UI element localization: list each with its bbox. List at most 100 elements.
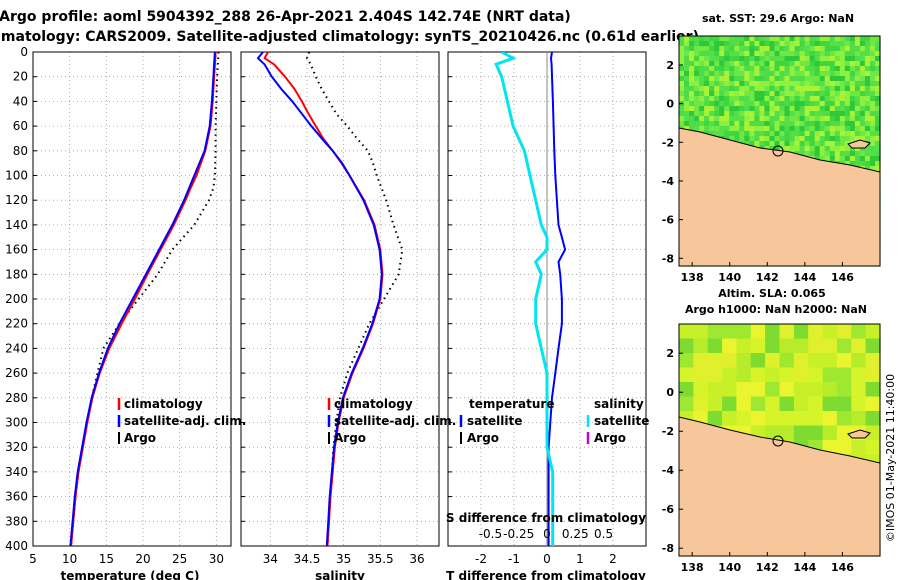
map-cell (764, 101, 770, 107)
map-cell (864, 36, 871, 42)
map-cell (834, 141, 841, 147)
map-cell (793, 411, 809, 427)
map-cell (729, 51, 735, 57)
map-cell (849, 56, 856, 62)
map-cell (704, 81, 710, 87)
map-cell (704, 36, 710, 42)
map-cell (684, 61, 690, 67)
legend-label-climatology: climatology (334, 397, 413, 411)
map-cell (684, 91, 690, 97)
map-cell (779, 382, 795, 398)
map-cell (789, 56, 796, 62)
map-cell (694, 66, 700, 72)
map-cell (769, 136, 776, 142)
map-cell (694, 36, 700, 42)
map-cell (859, 51, 866, 57)
map-cell (814, 126, 821, 132)
map-cell (739, 56, 745, 62)
map-cell (864, 76, 871, 82)
map-cell (793, 324, 809, 340)
map-cell (704, 116, 710, 122)
depth-tick-label: 280 (5, 391, 28, 405)
map-cell (709, 71, 715, 77)
map-cell (774, 81, 781, 87)
map-cell (829, 41, 836, 47)
map-cell (724, 101, 730, 107)
map-cell (729, 106, 735, 112)
map-cell (693, 338, 709, 354)
map-cell (875, 121, 881, 127)
map-cell (754, 36, 760, 42)
map-cell (814, 111, 821, 117)
map-cell (679, 338, 694, 354)
map-cell (849, 46, 856, 52)
map-cell (799, 141, 806, 147)
x-tick-label: 15 (99, 552, 114, 566)
map-cell (814, 136, 821, 142)
map-cell (704, 86, 710, 92)
map-cell (769, 51, 776, 57)
map-cell (794, 146, 801, 152)
map-cell (789, 51, 796, 57)
map-lat-label: 2 (666, 59, 674, 72)
map-cell (804, 116, 811, 122)
map-cell (724, 111, 730, 117)
map-cell (784, 81, 791, 87)
map-cell (844, 91, 851, 97)
map-cell (865, 411, 881, 427)
map-cell (764, 111, 770, 117)
map-cell (834, 56, 841, 62)
map-cell (694, 46, 700, 52)
map-cell (804, 91, 811, 97)
map-cell (794, 111, 801, 117)
map-cell (724, 106, 730, 112)
map-cell (784, 41, 791, 47)
map-cell (864, 96, 871, 102)
map-lon-label: 146 (831, 561, 854, 574)
map-cell (809, 76, 816, 82)
map-cell (849, 136, 856, 142)
map-cell (849, 96, 856, 102)
map-cell (859, 61, 866, 67)
map-cell (854, 56, 861, 62)
map-cell (854, 156, 861, 162)
map-cell (739, 91, 745, 97)
map-cell (844, 46, 851, 52)
map-cell (722, 396, 738, 412)
map-cell (875, 81, 881, 87)
map-cell (794, 51, 801, 57)
map-cell (849, 51, 856, 57)
map-cell (684, 66, 690, 72)
legend-label-argo: Argo (334, 431, 366, 445)
map-cell (774, 106, 781, 112)
map-cell (859, 41, 866, 47)
map-cell (693, 396, 709, 412)
map-cell (819, 36, 826, 42)
map-cell (719, 76, 725, 82)
map-cell (769, 36, 776, 42)
map-cell (784, 141, 791, 147)
map-cell (793, 367, 809, 383)
map-cell (854, 36, 861, 42)
map-cell (744, 66, 750, 72)
map-cell (689, 71, 695, 77)
map-cell (870, 56, 876, 62)
map-cell (764, 116, 770, 122)
map-cell (793, 396, 809, 412)
map-lon-label: 144 (793, 271, 816, 284)
map-cell (769, 116, 776, 122)
map-cell (784, 101, 791, 107)
map-cell (854, 96, 861, 102)
map-cell (704, 46, 710, 52)
map-cell (714, 121, 720, 127)
map-cell (719, 36, 725, 42)
map-cell (875, 106, 881, 112)
map-cell (754, 106, 760, 112)
map-cell (789, 101, 796, 107)
map-cell (699, 111, 705, 117)
map-cell (749, 81, 755, 87)
map-cell (809, 101, 816, 107)
map-cell (769, 131, 776, 137)
map-cell (689, 111, 695, 117)
map-cell (824, 116, 831, 122)
